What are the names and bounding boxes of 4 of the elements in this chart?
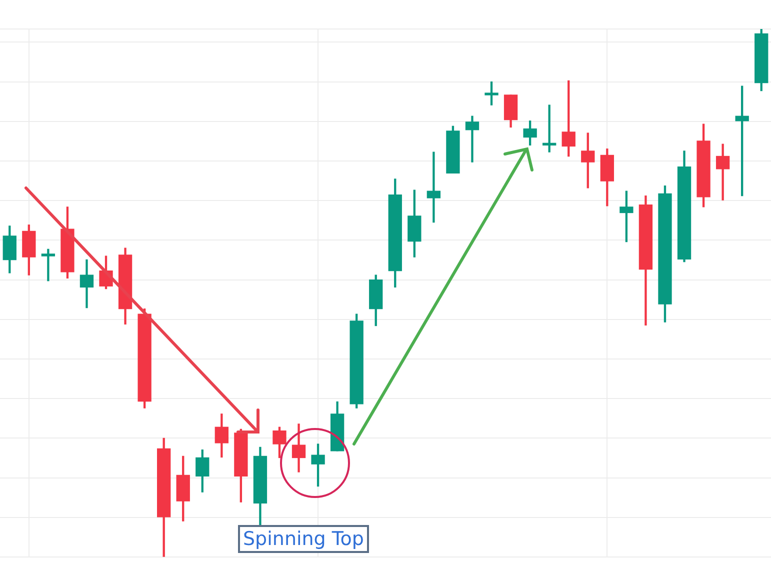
candlestick bbox=[41, 248, 56, 282]
candlestick bbox=[426, 152, 441, 223]
candlestick bbox=[465, 116, 480, 162]
annotation: Spinning Top bbox=[238, 525, 369, 553]
